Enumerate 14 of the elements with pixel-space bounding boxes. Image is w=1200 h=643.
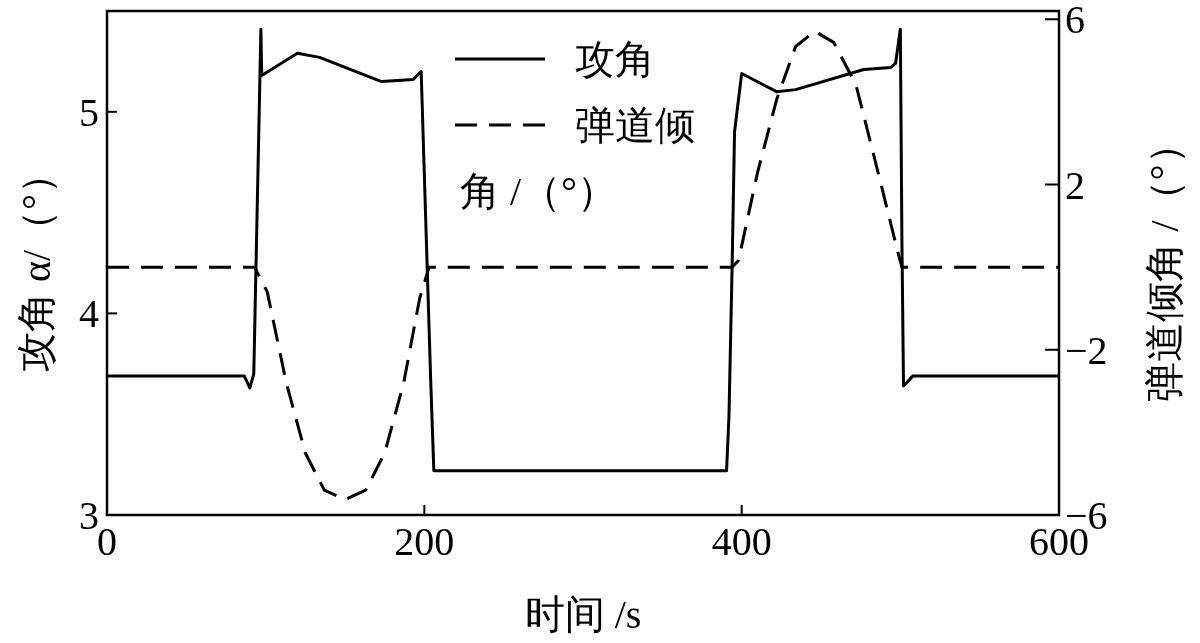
- x-axis-title: 时间 /s: [524, 592, 642, 637]
- y-tick-label: 3: [79, 493, 99, 538]
- x-tick-label: 400: [711, 519, 772, 564]
- y-tick-label: 5: [79, 89, 99, 135]
- x-tick-label: 200: [394, 519, 455, 564]
- y-tick-label: 4: [79, 291, 99, 337]
- x-tick-label: 0: [97, 519, 117, 564]
- legend-label: 攻角: [575, 37, 655, 82]
- y2-tick-label: −2: [1065, 327, 1108, 373]
- y-axis-title: 攻角 α/（°）: [14, 153, 59, 373]
- legend-label: 弹道倾角 /（°）: [460, 103, 695, 214]
- y2-tick-label: 2: [1065, 162, 1085, 208]
- y2-tick-label: 6: [1065, 0, 1085, 43]
- y2-axis-title: 弹道倾角 /（°）: [1142, 124, 1187, 402]
